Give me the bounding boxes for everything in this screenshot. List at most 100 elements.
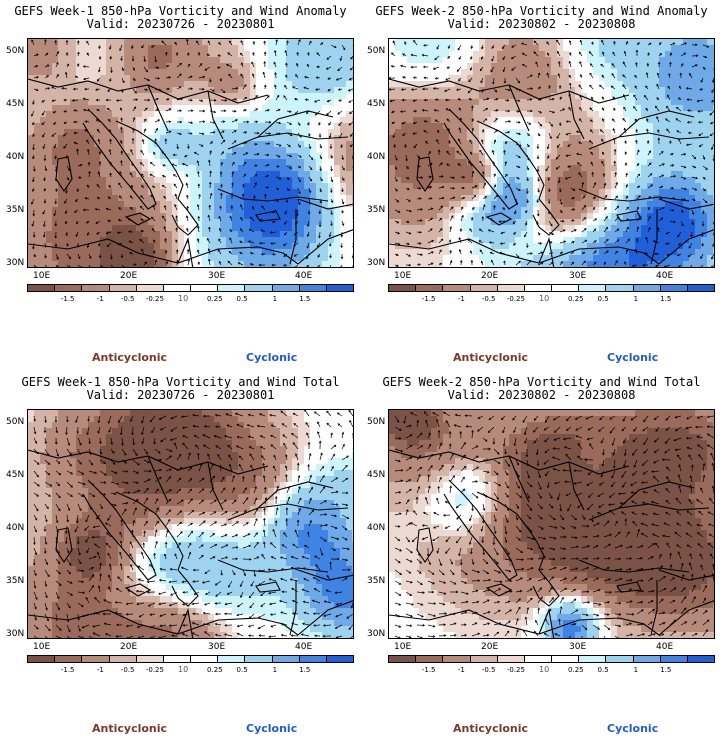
- colorbar-swatch: [28, 285, 56, 291]
- colorbar-tick-label: 0.5: [236, 666, 248, 674]
- colorbar-tick-label: -1.5: [421, 666, 436, 674]
- colorbar-tick-label: -0.25: [145, 666, 164, 674]
- colorbar-swatch: [218, 285, 246, 291]
- colorbar-swatch: [191, 656, 219, 662]
- anticyclonic-label: Anticyclonic: [92, 722, 168, 735]
- colorbar-swatch: [633, 285, 661, 291]
- colorbar-tick-label: -0.25: [506, 295, 525, 303]
- colorbar-unit: 10: [178, 665, 189, 674]
- colorbar-swatch: [552, 285, 580, 291]
- vorticity-field-svg: [389, 410, 714, 638]
- anticyclonic-label: Anticyclonic: [92, 351, 168, 364]
- colorbar-tick-label: 1.5: [660, 666, 672, 674]
- colorbar-swatch: [497, 285, 525, 291]
- latitude-tick-label: 45N: [367, 99, 386, 109]
- cyclonic-label: Cyclonic: [607, 722, 659, 735]
- wind-vectors: [32, 410, 353, 638]
- colorbar-tick-label: 1: [272, 295, 278, 303]
- panel-subtitle: Valid: 20230802 - 20230808: [447, 17, 636, 31]
- colorbar-tick-label: -0.5: [120, 295, 135, 303]
- anticyclonic-label: Anticyclonic: [453, 722, 529, 735]
- colorbar-swatch: [245, 285, 273, 291]
- coastlines: [389, 78, 714, 267]
- longitude-tick-label: 40E: [295, 271, 313, 281]
- latitude-tick-label: 30N: [367, 629, 386, 639]
- colorbar-tick-label: -1.5: [60, 666, 75, 674]
- colorbar-swatch: [82, 656, 110, 662]
- colorbar-swatch: [326, 285, 354, 291]
- colorbar-tick-label: 1: [633, 295, 639, 303]
- colorbar-swatch: [416, 285, 444, 291]
- panel-title: GEFS Week-1 850-hPa Vorticity and Wind A…: [14, 4, 347, 18]
- panel-title: GEFS Week-2 850-hPa Vorticity and Wind T…: [382, 375, 701, 389]
- colorbar-swatch: [55, 656, 83, 662]
- latitude-tick-label: 35N: [367, 576, 386, 586]
- latitude-tick-label: 40N: [6, 152, 25, 162]
- latitude-tick-label: 40N: [6, 523, 25, 533]
- vorticity-shading: [389, 39, 714, 267]
- vorticity-field-svg: [28, 39, 353, 267]
- cyclonic-label: Cyclonic: [246, 722, 298, 735]
- wind-vectors: [389, 39, 714, 267]
- longitude-tick-label: 30E: [569, 642, 587, 652]
- panel-week2-total: GEFS Week-2 850-hPa Vorticity and Wind T…: [361, 371, 722, 742]
- colorbar-tick-label: 1.5: [660, 295, 672, 303]
- cyclonic-label: Cyclonic: [246, 351, 298, 364]
- longitude-tick-label: 40E: [656, 642, 674, 652]
- colorbar-swatch: [660, 656, 688, 662]
- colorbar-swatch: [109, 285, 137, 291]
- longitude-tick-label: 40E: [656, 271, 674, 281]
- latitude-tick-label: 45N: [367, 470, 386, 480]
- panel-subtitle: Valid: 20230802 - 20230808: [447, 388, 636, 402]
- panel-title: GEFS Week-1 850-hPa Vorticity and Wind T…: [21, 375, 340, 389]
- longitude-tick-label: 30E: [569, 271, 587, 281]
- colorbar: [27, 284, 354, 292]
- colorbar-swatch: [299, 656, 327, 662]
- vorticity-map: [27, 409, 354, 639]
- colorbar-tick-label: 0.25: [207, 295, 223, 303]
- colorbar-swatch: [497, 656, 525, 662]
- colorbar-swatch: [660, 285, 688, 291]
- colorbar-tick-label: 0.5: [597, 666, 609, 674]
- colorbar-swatch: [272, 285, 300, 291]
- vorticity-field-svg: [389, 39, 714, 267]
- colorbar-swatch: [163, 656, 192, 662]
- longitude-tick-label: 20E: [120, 642, 138, 652]
- latitude-tick-label: 30N: [6, 629, 25, 639]
- colorbar-tick-label: 1.5: [299, 295, 311, 303]
- colorbar-swatch: [579, 656, 607, 662]
- colorbar-swatch: [687, 656, 715, 662]
- colorbar-swatch: [191, 285, 219, 291]
- colorbar-unit: 10: [539, 294, 550, 303]
- colorbar-swatch: [55, 285, 83, 291]
- colorbar-tick-label: -0.5: [481, 295, 496, 303]
- latitude-tick-label: 30N: [367, 258, 386, 268]
- colorbar-tick-label: 0.5: [236, 295, 248, 303]
- colorbar-swatch: [28, 656, 56, 662]
- colorbar-unit: 10: [178, 294, 189, 303]
- latitude-tick-label: 35N: [6, 205, 25, 215]
- panel-subtitle: Valid: 20230726 - 20230801: [86, 388, 275, 402]
- colorbar-swatch: [524, 656, 553, 662]
- longitude-tick-label: 30E: [208, 271, 226, 281]
- colorbar-swatch: [136, 285, 164, 291]
- colorbar-swatch: [687, 285, 715, 291]
- latitude-tick-label: 35N: [6, 576, 25, 586]
- colorbar-swatch: [524, 285, 553, 291]
- latitude-tick-label: 45N: [6, 99, 25, 109]
- colorbar-tick-label: 0.5: [597, 295, 609, 303]
- vorticity-field-svg: [28, 410, 353, 638]
- panel-title: GEFS Week-2 850-hPa Vorticity and Wind A…: [375, 4, 708, 18]
- colorbar-tick-label: -1: [96, 295, 104, 303]
- colorbar-tick-label: -1: [457, 295, 465, 303]
- latitude-tick-label: 35N: [367, 205, 386, 215]
- colorbar-tick-label: -1.5: [421, 295, 436, 303]
- longitude-tick-label: 10E: [33, 271, 51, 281]
- vorticity-map: [388, 38, 715, 268]
- colorbar-tick-label: -1: [96, 666, 104, 674]
- colorbar-swatch: [389, 285, 417, 291]
- colorbar-tick-label: -0.25: [506, 666, 525, 674]
- colorbar-swatch: [443, 656, 471, 662]
- panel-week1-total: GEFS Week-1 850-hPa Vorticity and Wind T…: [0, 371, 361, 742]
- coastlines: [389, 449, 714, 638]
